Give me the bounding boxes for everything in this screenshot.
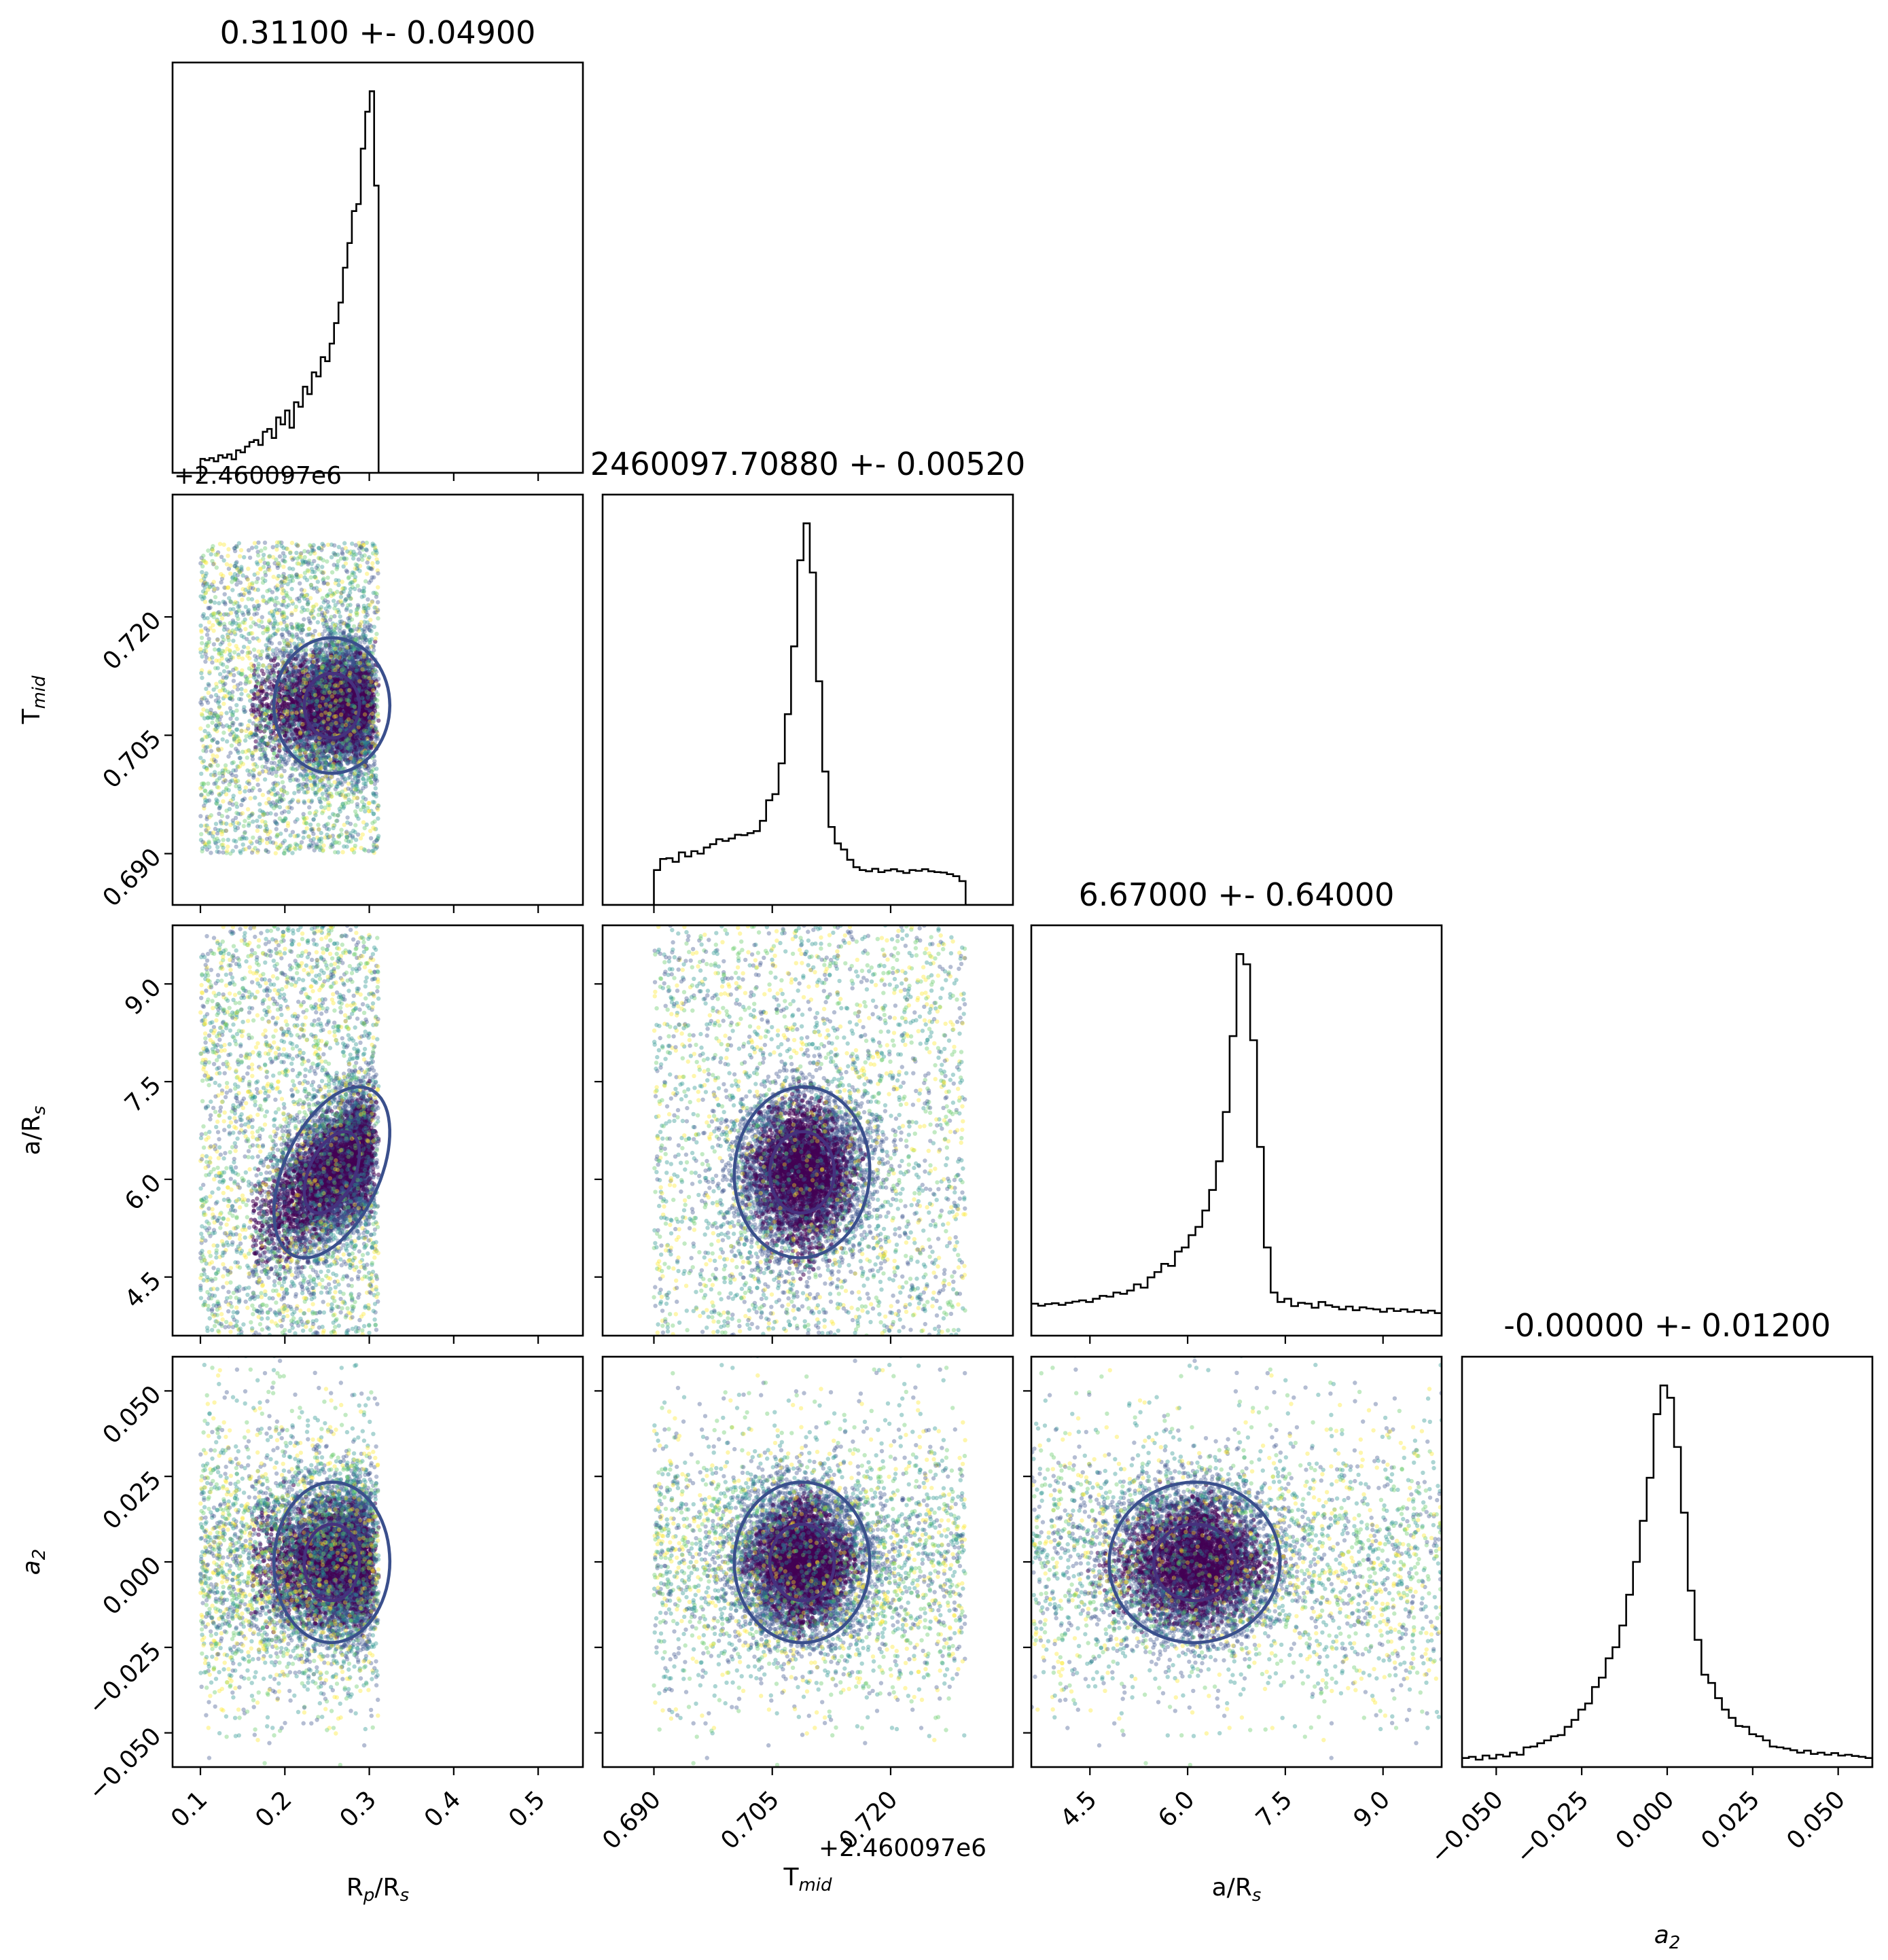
sample-point xyxy=(317,777,321,781)
sample-point xyxy=(337,628,342,633)
sample-point xyxy=(361,786,366,791)
sample-point xyxy=(327,617,333,622)
sample-point xyxy=(371,643,376,648)
sample-point xyxy=(345,623,351,628)
sample-point xyxy=(356,773,361,779)
sample-point xyxy=(338,767,343,772)
sample-point xyxy=(351,644,356,649)
sample-point xyxy=(342,753,346,758)
sample-point xyxy=(326,662,331,666)
sample-point xyxy=(287,775,292,781)
sample-point xyxy=(360,692,365,696)
sample-point xyxy=(313,774,318,779)
sample-point xyxy=(355,734,360,740)
sample-point xyxy=(317,762,321,767)
sample-point xyxy=(327,647,332,652)
sample-point xyxy=(300,653,305,658)
sample-point xyxy=(302,617,306,622)
sample-point xyxy=(332,645,336,651)
sample-point xyxy=(255,673,261,678)
sample-point xyxy=(348,628,353,632)
sample-point xyxy=(366,597,370,602)
sample-point xyxy=(367,627,372,632)
sample-point xyxy=(277,648,283,653)
sample-point xyxy=(289,632,294,637)
sample-point xyxy=(277,641,282,645)
sample-point xyxy=(351,778,355,783)
sample-point xyxy=(350,789,355,794)
sample-point xyxy=(356,637,361,641)
sample-point xyxy=(260,735,266,741)
sample-point xyxy=(362,640,367,645)
sample-point xyxy=(256,674,262,679)
sample-point xyxy=(341,631,346,636)
sample-point xyxy=(357,655,362,660)
sample-point xyxy=(338,632,343,637)
sample-point xyxy=(347,774,353,780)
sample-point xyxy=(325,625,329,630)
scatter-tmid-vs-rp xyxy=(198,540,381,856)
sample-point xyxy=(346,776,351,781)
sample-point xyxy=(365,644,370,649)
sample-point xyxy=(316,765,321,770)
sample-point xyxy=(286,643,291,648)
sample-point xyxy=(327,776,332,781)
sample-point xyxy=(329,762,334,767)
sample-point xyxy=(292,744,297,749)
sample-point xyxy=(255,679,260,684)
sample-point xyxy=(253,715,257,719)
sample-point xyxy=(296,722,301,727)
sample-point xyxy=(347,657,352,662)
sample-point xyxy=(346,662,351,667)
sample-point xyxy=(328,627,334,632)
sample-point xyxy=(348,635,353,639)
sample-point xyxy=(300,624,304,629)
sample-point xyxy=(357,624,361,629)
sample-point xyxy=(265,655,270,660)
sample-point xyxy=(366,646,371,651)
sample-point xyxy=(299,637,304,641)
sample-point xyxy=(298,749,303,753)
sample-point xyxy=(265,669,270,674)
sample-point xyxy=(341,647,346,652)
sample-point xyxy=(287,674,292,679)
sample-point xyxy=(296,661,301,666)
sample-point xyxy=(358,758,363,762)
sample-point xyxy=(353,635,358,641)
sample-point xyxy=(327,763,333,768)
sample-point xyxy=(281,635,285,640)
sample-point xyxy=(372,754,377,759)
sample-point xyxy=(317,765,322,770)
sample-point xyxy=(255,655,260,660)
scatter-layer xyxy=(198,540,1442,1767)
sample-point xyxy=(313,644,317,649)
sample-point xyxy=(251,636,255,641)
sample-point xyxy=(306,710,312,715)
sample-point xyxy=(348,772,353,777)
sample-point xyxy=(347,657,352,662)
sample-point xyxy=(260,669,264,673)
sample-point xyxy=(318,766,323,771)
sample-point xyxy=(264,713,269,717)
sample-point xyxy=(323,783,328,788)
sample-point xyxy=(338,614,342,619)
sample-point xyxy=(332,630,337,635)
sample-point xyxy=(257,756,262,761)
sample-point xyxy=(273,631,278,637)
sample-point xyxy=(327,631,332,637)
sample-point xyxy=(257,787,262,793)
sample-point xyxy=(364,609,369,615)
sample-point xyxy=(329,639,334,644)
sample-point xyxy=(277,748,282,753)
sample-point xyxy=(261,671,266,677)
sample-point xyxy=(273,737,279,743)
sample-point xyxy=(300,627,306,632)
sample-point xyxy=(338,625,342,630)
sample-point xyxy=(333,787,338,791)
sample-point xyxy=(348,754,353,759)
sample-point xyxy=(275,662,280,666)
sample-point xyxy=(349,609,353,613)
